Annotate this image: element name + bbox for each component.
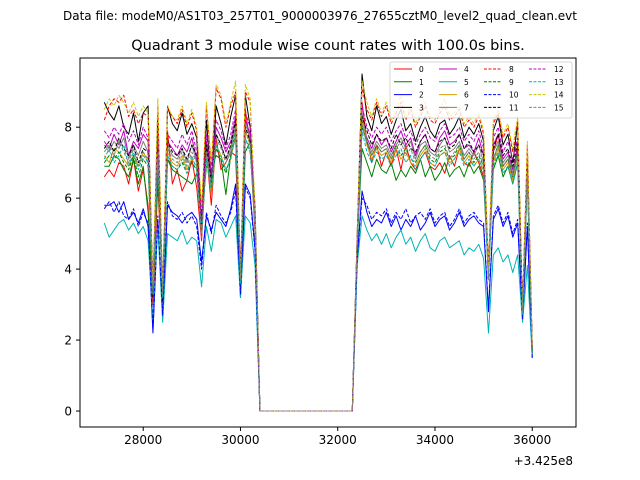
x-tick-label: 36000	[513, 433, 551, 447]
legend-label-3: 3	[419, 103, 424, 112]
y-tick-label: 8	[64, 121, 72, 135]
axes: 28000 30000 32000 34000 36000 0 2 4 6 8	[64, 57, 577, 447]
y-tick-label: 2	[64, 334, 72, 348]
legend-label-13: 13	[554, 78, 564, 87]
legend-label-15: 15	[554, 103, 564, 112]
legend-label-11: 11	[509, 103, 519, 112]
x-tick-label: 34000	[416, 433, 454, 447]
chart-title: Quadrant 3 module wise count rates with …	[131, 38, 525, 54]
legend-label-5: 5	[464, 78, 469, 87]
y-tick-label: 0	[64, 405, 72, 419]
figure-suptitle: Data file: modeM0/AS1T03_257T01_90000039…	[63, 9, 577, 23]
legend-label-10: 10	[509, 91, 519, 100]
legend-label-4: 4	[464, 65, 469, 74]
legend-label-2: 2	[419, 91, 424, 100]
axes-frame	[79, 57, 577, 428]
legend-label-12: 12	[554, 65, 564, 74]
plot-area	[103, 73, 533, 412]
legend-label-8: 8	[509, 65, 514, 74]
legend-label-14: 14	[554, 91, 564, 100]
x-tick-label: 28000	[124, 433, 162, 447]
legend-label-9: 9	[509, 78, 514, 87]
legend-box	[389, 61, 573, 119]
legend-label-0: 0	[419, 65, 424, 74]
x-tick-label: 30000	[221, 433, 259, 447]
series-line-15	[103, 123, 533, 412]
legend-label-7: 7	[464, 103, 469, 112]
y-tick-label: 4	[64, 263, 72, 277]
x-tick-label: 32000	[319, 433, 357, 447]
y-tick-label: 6	[64, 192, 72, 206]
legend-label-6: 6	[464, 91, 469, 100]
x-offset-label: +3.425e8	[514, 454, 573, 468]
legend-label-1: 1	[419, 78, 424, 87]
